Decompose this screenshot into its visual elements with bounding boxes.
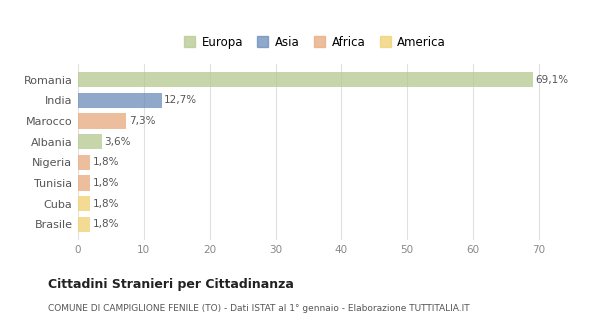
Text: 69,1%: 69,1% (536, 75, 569, 85)
Legend: Europa, Asia, Africa, America: Europa, Asia, Africa, America (179, 31, 451, 54)
Text: 1,8%: 1,8% (92, 157, 119, 167)
Bar (78, 155, 90, 170)
Bar (78, 175, 90, 191)
Text: 1,8%: 1,8% (92, 178, 119, 188)
Bar (78, 113, 126, 129)
Bar (78, 134, 102, 149)
Text: 1,8%: 1,8% (92, 199, 119, 209)
Text: 1,8%: 1,8% (92, 219, 119, 229)
Text: Cittadini Stranieri per Cittadinanza: Cittadini Stranieri per Cittadinanza (48, 278, 294, 292)
Text: 7,3%: 7,3% (128, 116, 155, 126)
Bar (78, 93, 161, 108)
Bar (78, 217, 90, 232)
Text: 12,7%: 12,7% (164, 95, 197, 105)
Bar (78, 72, 533, 87)
Bar (78, 196, 90, 211)
Text: COMUNE DI CAMPIGLIONE FENILE (TO) - Dati ISTAT al 1° gennaio - Elaborazione TUTT: COMUNE DI CAMPIGLIONE FENILE (TO) - Dati… (48, 304, 470, 313)
Text: 3,6%: 3,6% (104, 137, 131, 147)
